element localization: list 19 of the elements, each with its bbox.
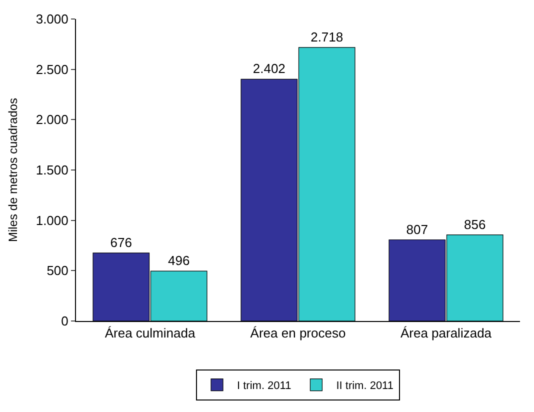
y-tick-label: 500 [46, 263, 68, 278]
legend-label: II trim. 2011 [336, 380, 394, 392]
data-label: 496 [168, 253, 190, 268]
data-label: 856 [464, 216, 486, 232]
data-label: 807 [406, 222, 428, 237]
y-tick-label: 2.000 [36, 112, 68, 128]
data-label: 2.718 [310, 29, 344, 44]
y-axis-title: Miles de metros cuadrados [6, 98, 20, 242]
x-tick-label: Área paralizada [400, 326, 492, 341]
y-tick-label: 1.000 [36, 212, 68, 228]
y-tick-label: 1.500 [36, 162, 68, 178]
data-label: 2.402 [252, 61, 286, 76]
y-tick-label: 3.000 [36, 12, 68, 27]
y-tick-label: 0 [61, 314, 68, 329]
x-tick-label: Área en proceso [250, 326, 346, 341]
data-label: 676 [110, 234, 132, 250]
y-tick-label: 2.500 [36, 62, 68, 77]
legend-label: I trim. 2011 [237, 380, 292, 392]
x-tick-label: Área culminada [104, 326, 196, 341]
